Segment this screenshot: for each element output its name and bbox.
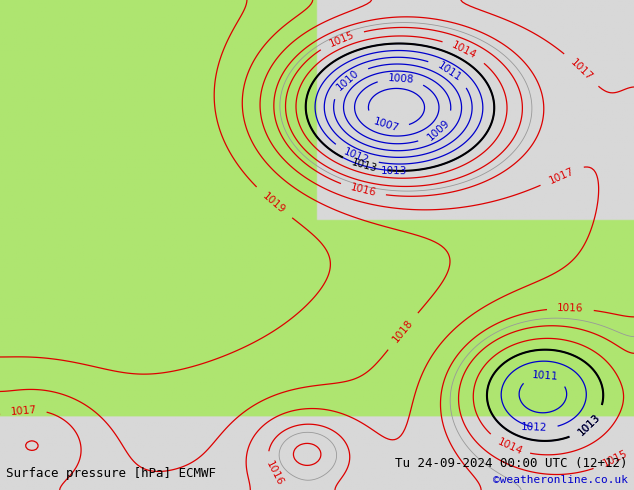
Text: 1019: 1019 [261, 191, 287, 215]
Text: 1013: 1013 [381, 166, 408, 176]
Text: 1015: 1015 [601, 448, 629, 469]
Text: 1016: 1016 [349, 183, 377, 198]
Text: 1015: 1015 [328, 29, 356, 49]
Text: 1017: 1017 [569, 57, 595, 82]
Text: 1012: 1012 [521, 422, 548, 433]
FancyBboxPatch shape [330, 0, 634, 235]
Text: Surface pressure [hPa] ECMWF: Surface pressure [hPa] ECMWF [6, 467, 216, 480]
Text: 1011: 1011 [531, 369, 559, 382]
Text: 1010: 1010 [335, 68, 361, 93]
Text: 1016: 1016 [264, 460, 285, 488]
Text: 1018: 1018 [391, 318, 415, 344]
Text: 1009: 1009 [426, 118, 452, 143]
Text: Tu 24-09-2024 00:00 UTC (12+12): Tu 24-09-2024 00:00 UTC (12+12) [395, 457, 628, 470]
Text: 1013: 1013 [351, 158, 379, 174]
Text: 1011: 1011 [436, 60, 463, 83]
Text: 1017: 1017 [10, 405, 37, 417]
Text: ©weatheronline.co.uk: ©weatheronline.co.uk [493, 475, 628, 485]
Text: 1007: 1007 [372, 117, 400, 134]
Text: 1014: 1014 [496, 437, 524, 457]
Text: 1016: 1016 [557, 303, 584, 314]
Text: 1008: 1008 [387, 73, 414, 85]
Text: 1012: 1012 [342, 147, 370, 166]
Text: 1013: 1013 [576, 412, 602, 438]
Text: 1013: 1013 [576, 412, 602, 438]
Text: 1014: 1014 [450, 40, 479, 61]
Text: 1017: 1017 [548, 166, 576, 185]
